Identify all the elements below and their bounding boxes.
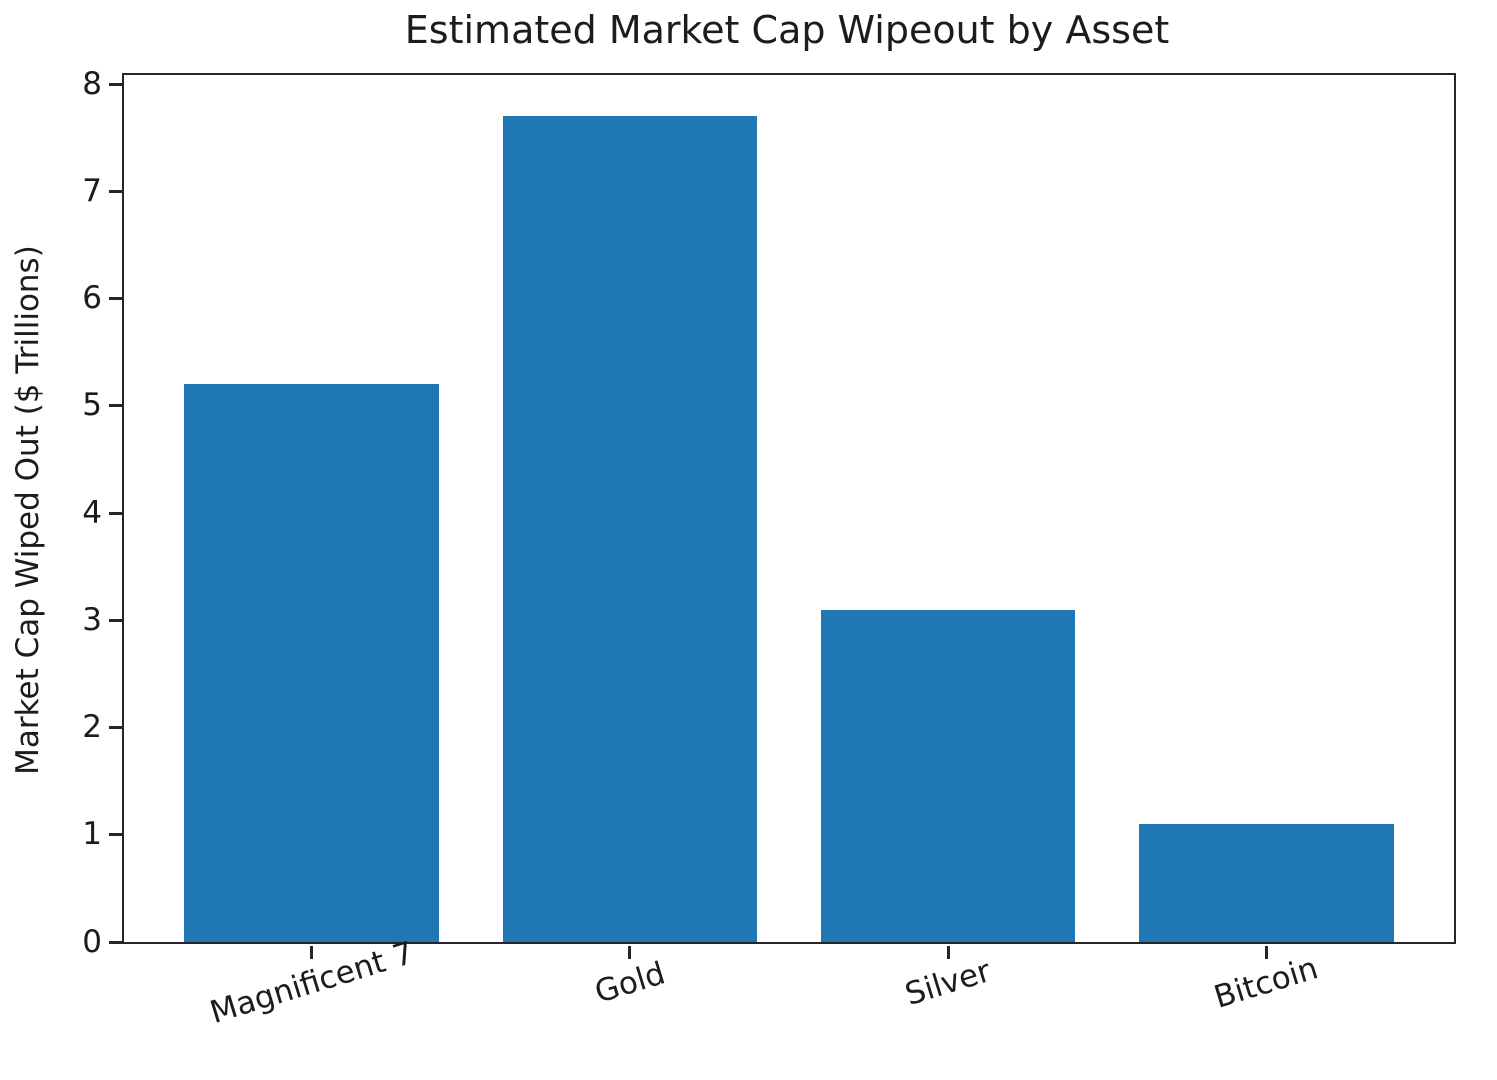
x-tick-mark-silver xyxy=(946,946,950,959)
y-tick-label-1: 1 xyxy=(82,816,102,853)
x-tick-mark-magnificent-7 xyxy=(310,946,314,959)
bar-silver xyxy=(820,609,1076,942)
y-tick-label-7: 7 xyxy=(82,172,102,209)
y-tick-mark-7 xyxy=(109,189,122,193)
y-tick-mark-1 xyxy=(109,833,122,837)
plot-area: Magnificent 7 Gold Silver Bitcoin 0 1 2 3 4 5 6 7 8 xyxy=(82,68,1456,1031)
y-tick-mark-6 xyxy=(109,297,122,301)
y-tick-mark-8 xyxy=(109,82,122,86)
y-tick-label-4: 4 xyxy=(82,494,102,531)
x-tick-mark-bitcoin xyxy=(1264,946,1268,959)
y-tick-label-3: 3 xyxy=(82,601,102,638)
y-tick-mark-3 xyxy=(109,618,122,622)
y-tick-label-2: 2 xyxy=(82,709,102,746)
y-tick-mark-0 xyxy=(109,940,122,944)
y-tick-label-0: 0 xyxy=(82,923,102,960)
y-tick-mark-5 xyxy=(109,404,122,408)
x-tick-mark-gold xyxy=(628,946,632,959)
chart-title: Estimated Market Cap Wipeout by Asset xyxy=(404,8,1170,52)
y-tick-label-8: 8 xyxy=(82,65,102,102)
bar-bitcoin xyxy=(1139,824,1394,942)
y-tick-mark-2 xyxy=(109,726,122,730)
x-tick-label-gold: Gold xyxy=(590,955,670,1011)
x-tick-label-silver: Silver xyxy=(901,953,995,1013)
y-tick-label-5: 5 xyxy=(82,387,102,424)
bar-gold xyxy=(502,116,758,942)
y-tick-label-6: 6 xyxy=(82,280,102,317)
x-tick-label-bitcoin: Bitcoin xyxy=(1210,950,1323,1016)
y-tick-mark-4 xyxy=(109,511,122,515)
bar-magnificent-7 xyxy=(184,384,439,942)
